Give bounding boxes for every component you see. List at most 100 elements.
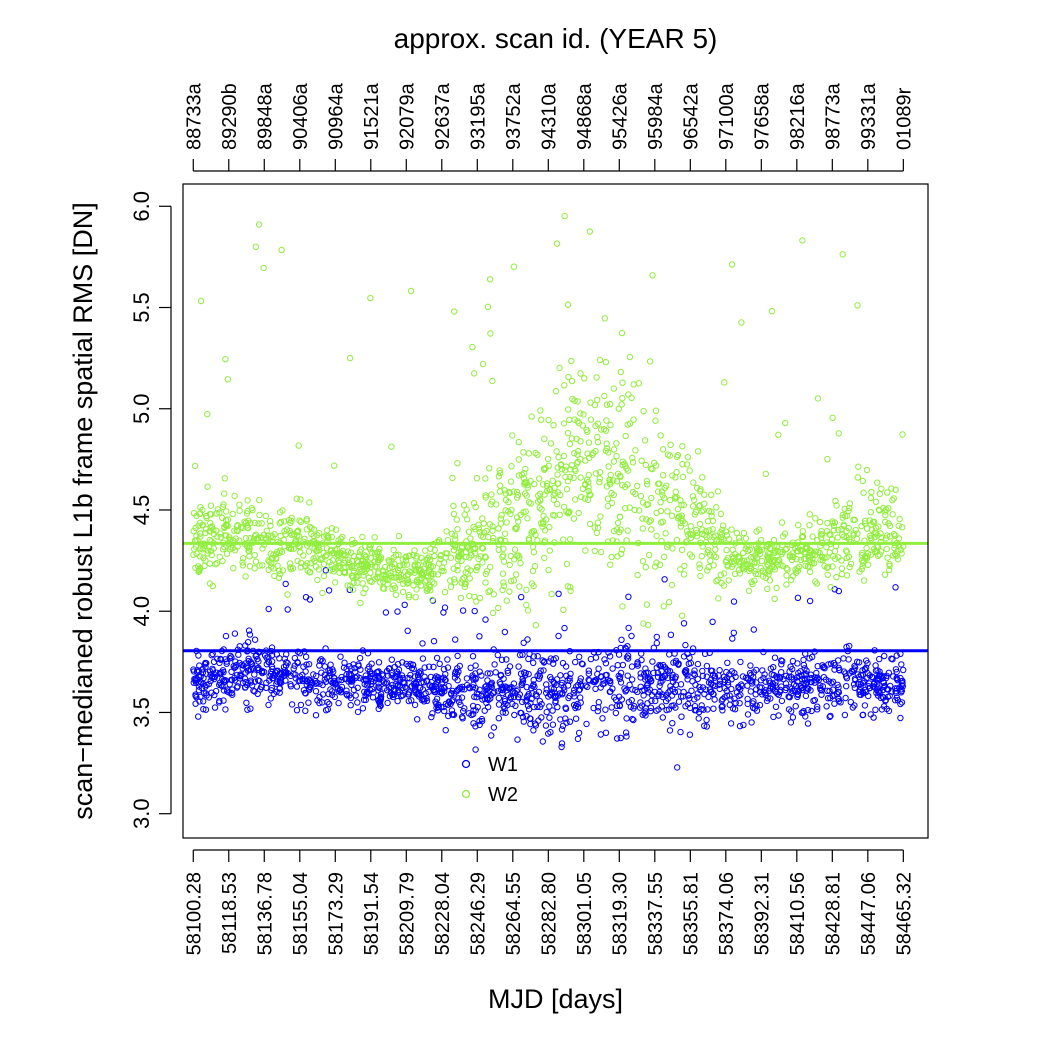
data-point — [263, 661, 270, 668]
data-point — [496, 467, 503, 474]
data-point — [591, 547, 598, 555]
data-point — [478, 715, 486, 723]
data-point — [221, 475, 229, 482]
data-point — [793, 556, 800, 563]
data-point — [236, 507, 243, 514]
data-point — [756, 701, 764, 709]
data-point — [846, 563, 853, 571]
data-point — [331, 462, 338, 469]
data-point — [618, 636, 625, 643]
data-point — [460, 501, 468, 509]
data-point — [190, 551, 197, 558]
data-point — [594, 707, 601, 715]
data-point — [525, 450, 533, 457]
data-point — [613, 453, 620, 460]
data-point — [888, 655, 895, 662]
data-point — [869, 674, 877, 681]
data-point — [507, 510, 514, 518]
data-point — [326, 558, 333, 566]
data-point — [456, 698, 463, 706]
data-point — [300, 552, 307, 559]
data-point — [833, 574, 840, 581]
data-point — [843, 572, 851, 579]
data-point — [678, 512, 685, 519]
data-point — [564, 677, 571, 684]
data-point — [899, 677, 906, 685]
data-point — [498, 656, 506, 663]
data-point — [506, 489, 513, 497]
data-point — [572, 467, 579, 475]
data-point — [634, 688, 641, 696]
data-point — [268, 652, 276, 659]
data-point — [616, 675, 623, 683]
data-point — [888, 688, 895, 695]
data-point — [730, 598, 738, 605]
data-point — [523, 683, 530, 691]
data-point — [680, 653, 688, 660]
data-point — [499, 586, 506, 594]
data-point — [883, 674, 890, 682]
data-point — [818, 531, 826, 538]
data-point — [230, 565, 237, 572]
data-point — [210, 526, 217, 533]
data-point — [536, 490, 544, 497]
data-point — [818, 534, 825, 541]
data-point — [320, 533, 328, 540]
data-point — [414, 561, 421, 568]
data-point — [444, 656, 451, 663]
data-point — [782, 680, 790, 687]
data-point — [273, 668, 281, 675]
data-point — [660, 603, 667, 610]
data-point — [562, 715, 569, 722]
data-point — [488, 682, 495, 689]
data-point — [564, 583, 572, 590]
data-point — [640, 671, 648, 678]
data-point — [802, 544, 810, 551]
data-point — [684, 531, 692, 538]
data-point — [489, 527, 496, 534]
data-point — [418, 679, 425, 686]
data-point — [688, 553, 696, 560]
data-point — [507, 478, 515, 485]
data-point — [554, 500, 561, 508]
data-point — [771, 556, 778, 564]
data-point — [823, 564, 831, 572]
data-point — [892, 584, 899, 591]
data-point — [282, 580, 289, 588]
data-point — [723, 668, 730, 676]
data-point — [495, 694, 502, 702]
data-point — [545, 730, 552, 737]
data-point — [595, 704, 602, 711]
data-point — [518, 593, 525, 601]
data-point — [500, 579, 507, 586]
data-point — [764, 695, 771, 702]
data-point — [585, 670, 592, 677]
data-point — [571, 693, 578, 700]
data-point — [228, 654, 235, 661]
data-point — [717, 510, 725, 518]
data-point — [785, 706, 793, 713]
data-point — [327, 669, 334, 677]
data-point — [802, 681, 809, 688]
data-point — [452, 636, 459, 643]
data-point — [251, 688, 258, 695]
data-point — [795, 563, 803, 570]
data-point — [737, 658, 744, 666]
data-point — [359, 580, 366, 587]
data-point — [824, 571, 831, 578]
data-point — [408, 697, 415, 704]
data-point — [401, 568, 409, 575]
data-point — [874, 479, 881, 486]
data-point — [294, 659, 301, 667]
data-point — [714, 576, 721, 584]
top-tick-label: 97658a — [751, 82, 773, 150]
y-tick-label: 4.5 — [129, 495, 154, 526]
data-point — [410, 551, 417, 559]
data-point — [697, 486, 704, 493]
data-point — [406, 568, 413, 575]
data-point — [883, 532, 891, 539]
data-point — [481, 553, 489, 560]
data-point — [333, 680, 340, 687]
data-point — [387, 684, 395, 692]
data-point — [398, 692, 405, 700]
